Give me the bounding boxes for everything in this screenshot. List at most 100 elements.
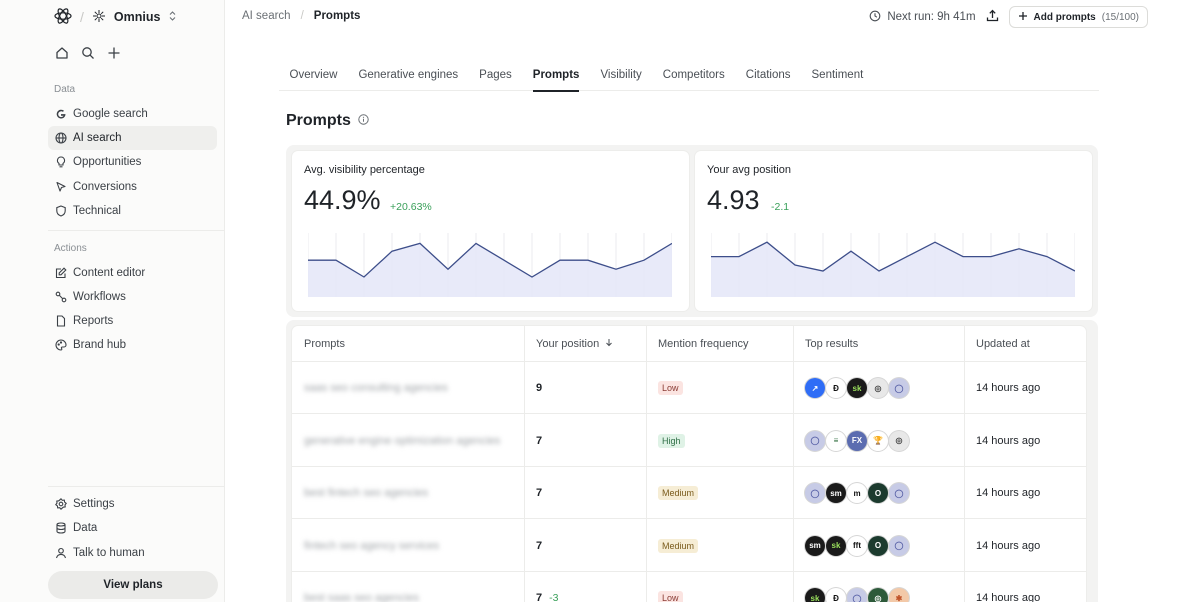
ring-logo-icon[interactable]: ◎ <box>868 378 888 398</box>
position-sparkline <box>711 233 1075 297</box>
sidebar-item-reports[interactable]: Reports <box>48 309 217 333</box>
sk-logo-icon[interactable]: sk <box>826 535 846 556</box>
sk-logo-icon[interactable]: sk <box>847 378 867 398</box>
position-card: Your avg position 4.93 -2.1 <box>695 151 1092 311</box>
frequency-cell: Low <box>646 572 793 602</box>
column-header-frequency[interactable]: Mention frequency <box>646 326 793 362</box>
frequency-cell: Medium <box>646 467 793 519</box>
d-logo-icon[interactable]: Ɖ <box>826 588 846 602</box>
visibility-card-delta: +20.63% <box>390 201 432 213</box>
table-row[interactable]: best saas seo agencies 7 -3 Low sk Ɖ ◯ ◎ ✱ 14 hou… <box>292 572 1086 602</box>
d-logo-icon[interactable]: Ɖ <box>826 378 846 398</box>
position-card-title: Your avg position <box>707 164 791 176</box>
frequency-cell: Low <box>646 362 793 414</box>
globe-logo-icon[interactable]: ◯ <box>889 483 909 503</box>
sidebar-item-opportunities[interactable]: Opportunities <box>48 150 217 174</box>
column-header-updated[interactable]: Updated at <box>964 326 1086 362</box>
orange-logo-icon[interactable]: ✱ <box>889 588 909 602</box>
column-header-position[interactable]: Your position <box>524 326 646 362</box>
sidebar-item-label: Conversions <box>73 181 137 193</box>
sidebar-item-ai-search[interactable]: AI search <box>48 126 217 150</box>
tab-sentiment[interactable]: Sentiment <box>811 69 864 81</box>
globe-logo-icon[interactable]: ◯ <box>847 588 867 602</box>
updated-text: 14 hours ago <box>976 487 1041 499</box>
tab-generative-engines[interactable]: Generative engines <box>358 69 459 81</box>
sidebar-item-google-search[interactable]: Google search <box>48 102 217 126</box>
sm-logo-icon[interactable]: sm <box>826 483 846 503</box>
sparkline-line <box>711 241 1075 272</box>
globe-logo-icon[interactable]: ◯ <box>805 430 825 451</box>
column-divider <box>964 326 965 602</box>
table-row[interactable]: fintech seo agency services 7 Medium sm sk ff… <box>292 520 1086 572</box>
breadcrumb-current: Prompts <box>313 10 361 22</box>
search-icon[interactable] <box>80 45 96 61</box>
sidebar-item-workflows[interactable]: Workflows <box>48 285 217 309</box>
edit-icon <box>54 267 67 280</box>
position-value: 9 <box>536 382 543 394</box>
info-icon[interactable] <box>358 112 369 130</box>
workspace-switcher[interactable]: / Omnius <box>54 7 177 27</box>
o-logo-icon[interactable]: ◎ <box>868 588 888 602</box>
sidebar-item-label: Data <box>73 522 98 534</box>
position-value: 7 <box>536 539 543 552</box>
next-run-status: Next run: 9h 41m <box>869 10 976 25</box>
position-cell: 7 <box>524 520 646 572</box>
sidebar-item-data[interactable]: Data <box>48 516 217 540</box>
sidebar-item-label: Reports <box>73 315 114 327</box>
sidebar-item-label: Opportunities <box>73 156 142 168</box>
column-header-prompts[interactable]: Prompts <box>292 326 524 362</box>
breadcrumb-parent[interactable]: AI search <box>242 10 291 22</box>
sidebar-item-talk-to-human[interactable]: Talk to human <box>48 541 217 565</box>
tab-prompts[interactable]: Prompts <box>522 60 590 92</box>
updated-text: 14 hours ago <box>976 434 1041 447</box>
tab-pages[interactable]: Pages <box>479 69 512 81</box>
position-delta: -3 <box>549 592 559 602</box>
ring-logo-icon[interactable]: ◎ <box>889 430 909 451</box>
column-divider <box>646 326 647 602</box>
home-icon[interactable] <box>54 45 70 61</box>
table-row[interactable]: generative engine optimization agencies 7… <box>292 415 1086 467</box>
tab-overview[interactable]: Overview <box>289 69 338 81</box>
sidebar-item-settings[interactable]: Settings <box>48 492 217 516</box>
chevron-updown-icon <box>168 10 177 25</box>
globe-logo-icon[interactable]: ◯ <box>805 483 825 503</box>
sidebar-item-content-editor[interactable]: Content editor <box>48 261 217 285</box>
prompt-cell: best fintech seo agencies <box>292 467 524 519</box>
o-logo-icon[interactable]: O <box>868 483 888 503</box>
sidebar-item-technical[interactable]: Technical <box>48 199 217 223</box>
m-logo-icon[interactable]: m <box>847 483 867 503</box>
stack-logo-icon[interactable]: ≡ <box>826 430 846 451</box>
trophy-logo-icon[interactable]: 🏆 <box>868 430 888 451</box>
database-icon <box>54 522 67 535</box>
fx-logo-icon[interactable]: FX <box>847 430 867 451</box>
tab-citations[interactable]: Citations <box>745 69 791 81</box>
sm-logo-icon[interactable]: sm <box>805 535 825 556</box>
quick-actions <box>54 45 122 61</box>
globe-logo-icon[interactable]: ◯ <box>889 378 909 398</box>
top-results-cell: sk Ɖ ◯ ◎ ✱ <box>793 572 964 602</box>
tab-visibility[interactable]: Visibility <box>600 69 642 81</box>
breadcrumb-separator: / <box>300 10 304 22</box>
arrow-logo-icon[interactable]: ↗ <box>805 378 825 398</box>
sidebar-item-brand-hub[interactable]: Brand hub <box>48 333 217 357</box>
globe-logo-icon[interactable]: ◯ <box>889 535 909 556</box>
app-logo-icon <box>54 7 72 28</box>
fft-logo-icon[interactable]: fft <box>847 535 867 556</box>
upload-icon[interactable] <box>986 9 999 25</box>
o-logo-icon[interactable]: O <box>868 535 888 556</box>
column-header-label: Top results <box>805 338 859 350</box>
lightbulb-icon <box>54 156 67 169</box>
column-header-top-results[interactable]: Top results <box>793 326 964 362</box>
plus-icon[interactable] <box>106 45 122 61</box>
tab-competitors[interactable]: Competitors <box>662 69 725 81</box>
view-plans-button[interactable]: View plans <box>48 571 218 599</box>
position-value: 7 <box>536 487 543 499</box>
frequency-badge: Medium <box>658 486 699 500</box>
sk-logo-icon[interactable]: sk <box>805 588 825 602</box>
add-prompts-button[interactable]: Add prompts (15/100) <box>1008 6 1148 28</box>
table-row[interactable]: best fintech seo agencies 7 Medium ◯ sm m O ◯ 14… <box>292 467 1086 519</box>
sidebar-item-conversions[interactable]: Conversions <box>48 175 217 199</box>
